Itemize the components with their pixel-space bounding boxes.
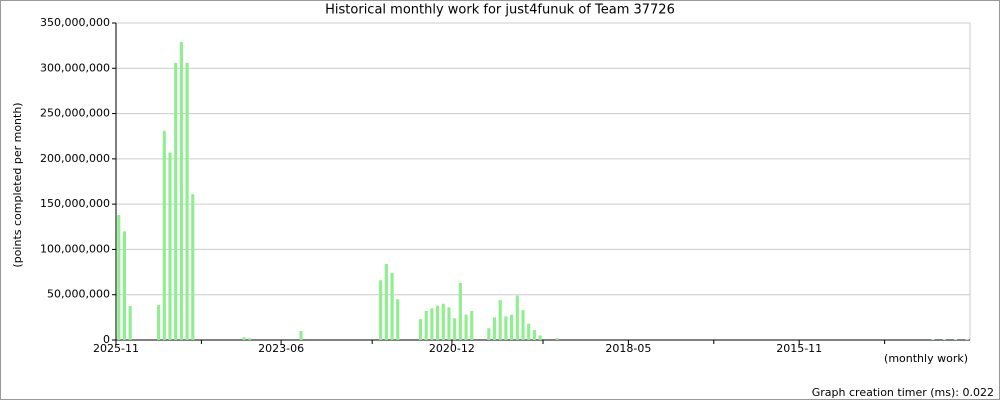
bar — [492, 317, 497, 340]
bar — [521, 310, 525, 340]
bar — [168, 152, 172, 340]
bar — [424, 311, 428, 340]
chart-title: Historical monthly work for just4funuk o… — [325, 3, 675, 18]
y-tick-label: 50,000,000 — [47, 288, 110, 301]
bar — [390, 272, 394, 340]
y-tick-label: 300,000,000 — [40, 61, 110, 74]
bar — [157, 305, 161, 340]
bar — [379, 280, 383, 340]
bar — [122, 231, 127, 340]
bar — [418, 319, 423, 340]
bar — [248, 338, 252, 340]
bar — [430, 308, 434, 340]
bar — [179, 42, 183, 341]
y-tick-label: 0 — [103, 333, 110, 346]
bar — [538, 335, 542, 340]
x-axis-label: (monthly work) — [884, 352, 968, 365]
bar — [128, 306, 132, 340]
bar — [515, 295, 519, 340]
bar — [191, 194, 195, 340]
y-tick-label: 350,000,000 — [40, 16, 110, 29]
bar — [185, 62, 189, 340]
bar — [555, 338, 559, 340]
y-tick-label: 250,000,000 — [40, 107, 110, 120]
bar — [470, 311, 474, 340]
footer: Graph creation timer (ms): 0.022 — [812, 386, 994, 399]
bar — [447, 307, 451, 340]
bar — [532, 330, 536, 340]
bar — [487, 328, 491, 340]
y-tick-label: 100,000,000 — [40, 242, 110, 255]
bar — [174, 62, 178, 340]
bar — [498, 300, 502, 340]
bar — [510, 314, 514, 340]
x-tick-label: 2025-11 — [93, 342, 139, 355]
bar — [436, 305, 440, 340]
y-tick-label: 150,000,000 — [40, 197, 110, 210]
bar — [242, 337, 246, 340]
bar — [396, 299, 400, 340]
y-tick-label: 200,000,000 — [40, 152, 110, 165]
bar — [441, 303, 445, 340]
x-tick-label: 2015-11 — [776, 342, 822, 355]
bar — [117, 215, 121, 340]
x-tick-label: 2018-05 — [605, 342, 651, 355]
x-tick-label: 2020-12 — [429, 342, 475, 355]
bar — [162, 130, 166, 340]
x-tick-label: 2023-06 — [258, 342, 304, 355]
bar — [464, 314, 468, 340]
y-axis-label: (points completed per month) — [11, 102, 24, 267]
bar — [453, 318, 457, 340]
bar — [458, 282, 462, 340]
bar — [527, 323, 531, 340]
bar — [504, 316, 508, 340]
bar — [384, 263, 388, 340]
bar — [299, 330, 303, 340]
